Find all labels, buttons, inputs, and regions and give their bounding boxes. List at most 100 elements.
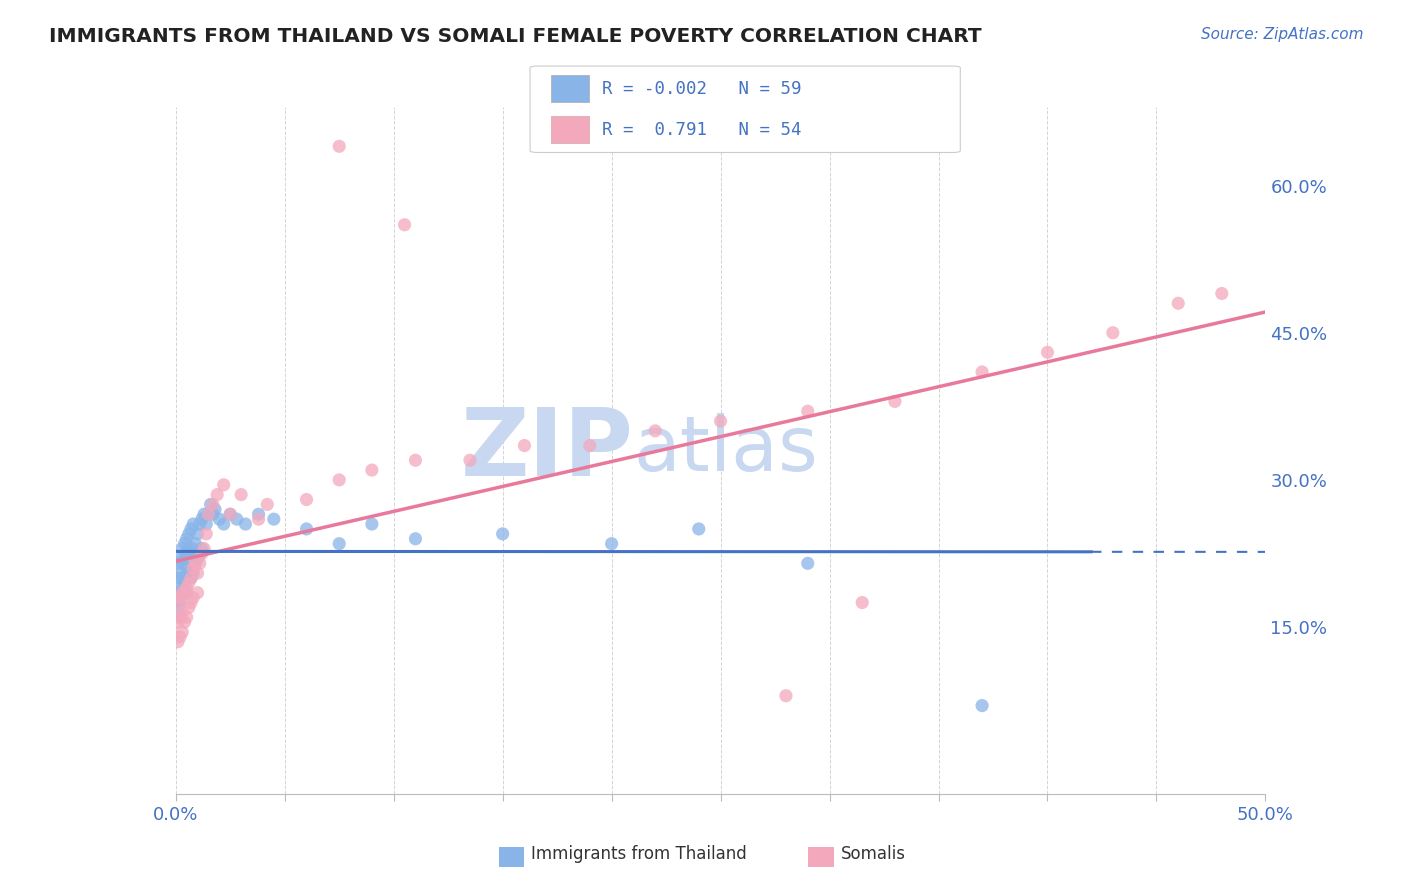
Point xyxy=(212,517,235,532)
Point xyxy=(405,453,427,467)
Point xyxy=(328,537,350,551)
Text: ZIP: ZIP xyxy=(461,404,633,497)
Text: Source: ZipAtlas.com: Source: ZipAtlas.com xyxy=(1201,27,1364,42)
Point xyxy=(173,586,195,600)
Point xyxy=(169,630,191,644)
Point xyxy=(263,512,285,526)
Point xyxy=(1167,296,1189,310)
Point xyxy=(208,512,231,526)
Point xyxy=(579,439,602,453)
Point xyxy=(219,507,242,521)
Point xyxy=(328,473,350,487)
Point xyxy=(191,541,214,556)
Point xyxy=(197,507,219,521)
Point xyxy=(181,566,204,581)
Point xyxy=(201,507,224,521)
Point xyxy=(197,507,219,521)
Point xyxy=(169,551,191,566)
Point xyxy=(172,586,194,600)
Point xyxy=(851,596,873,610)
Point xyxy=(360,517,382,532)
Point xyxy=(180,522,202,536)
Point xyxy=(181,591,204,605)
Point xyxy=(970,365,993,379)
Point xyxy=(513,439,536,453)
Bar xyxy=(551,116,589,143)
Bar xyxy=(551,76,589,103)
Point xyxy=(181,541,204,556)
Point xyxy=(796,404,818,418)
Point xyxy=(1211,286,1233,301)
Point xyxy=(212,478,235,492)
Point xyxy=(775,689,797,703)
Point xyxy=(177,541,200,556)
Point xyxy=(167,586,190,600)
Point xyxy=(167,596,190,610)
Point xyxy=(169,596,191,610)
Point xyxy=(247,512,270,526)
Point xyxy=(219,507,242,521)
Point xyxy=(172,624,194,639)
Point xyxy=(177,600,200,615)
Point xyxy=(172,557,194,571)
Point xyxy=(188,546,211,561)
Point xyxy=(256,498,278,512)
Point xyxy=(169,610,191,624)
Point xyxy=(172,541,194,556)
Point xyxy=(295,492,318,507)
Point xyxy=(181,517,204,532)
Text: Somalis: Somalis xyxy=(841,845,905,863)
Point xyxy=(458,453,481,467)
Point xyxy=(328,139,350,153)
Point xyxy=(492,526,515,541)
Point xyxy=(688,522,710,536)
Point xyxy=(180,596,202,610)
Text: atlas: atlas xyxy=(633,414,818,487)
Point xyxy=(181,561,204,575)
Point xyxy=(167,600,190,615)
Point xyxy=(173,537,195,551)
Point xyxy=(173,576,195,591)
Text: R =  0.791   N = 54: R = 0.791 N = 54 xyxy=(602,120,801,138)
Point xyxy=(205,488,228,502)
Text: R = -0.002   N = 59: R = -0.002 N = 59 xyxy=(602,80,801,98)
Point xyxy=(167,615,190,630)
Point xyxy=(180,571,202,585)
Point xyxy=(188,557,211,571)
Point xyxy=(710,414,733,428)
Point xyxy=(235,517,257,532)
Point xyxy=(360,463,382,477)
Point xyxy=(405,532,427,546)
Point xyxy=(186,526,209,541)
Point xyxy=(644,424,666,438)
Point xyxy=(195,517,218,532)
Text: Immigrants from Thailand: Immigrants from Thailand xyxy=(531,845,747,863)
Point xyxy=(394,218,416,232)
Point xyxy=(169,581,191,595)
Point xyxy=(172,571,194,585)
Point xyxy=(191,546,214,561)
Point xyxy=(167,557,190,571)
Point xyxy=(180,571,202,585)
Point xyxy=(225,512,247,526)
Point xyxy=(184,537,207,551)
Point xyxy=(796,557,818,571)
Point xyxy=(184,557,207,571)
Point xyxy=(167,635,190,649)
Point xyxy=(176,561,198,575)
Point xyxy=(195,526,218,541)
Point xyxy=(177,526,200,541)
Point xyxy=(193,541,215,556)
Point xyxy=(176,546,198,561)
Point xyxy=(172,586,194,600)
Point xyxy=(177,566,200,581)
Point xyxy=(970,698,993,713)
Point xyxy=(200,498,222,512)
Point xyxy=(186,566,209,581)
Point xyxy=(186,551,209,566)
Point xyxy=(201,498,224,512)
Point xyxy=(184,557,207,571)
Point xyxy=(176,581,198,595)
Point xyxy=(169,566,191,581)
Point xyxy=(884,394,907,409)
